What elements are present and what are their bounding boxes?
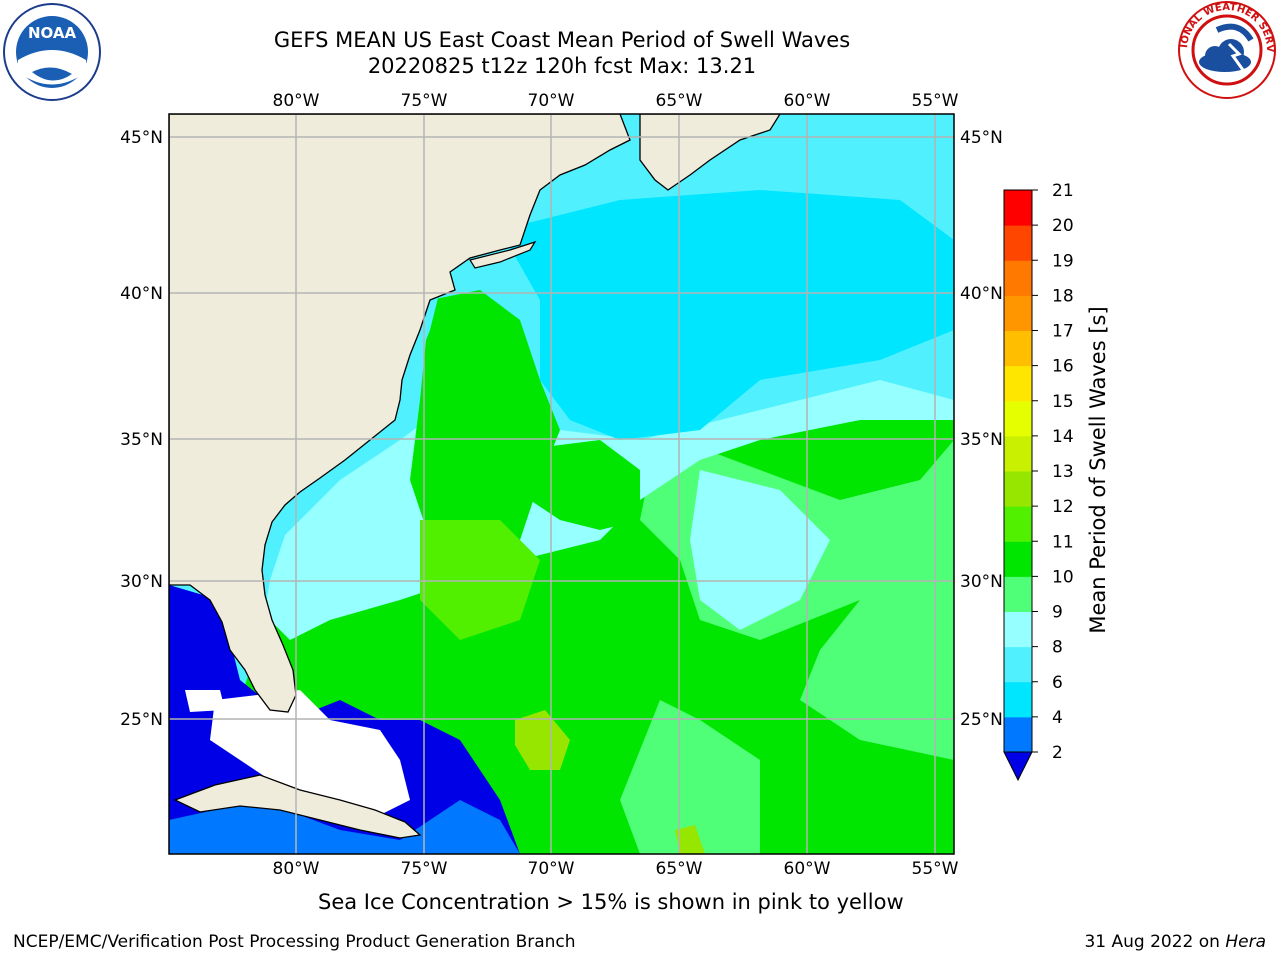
nws-logo: NATIONAL WEATHER SERVICE [1177, 0, 1276, 99]
colorbar-tick-label: 19 [1052, 251, 1074, 271]
swell-zone-4-6-northeast [500, 190, 954, 440]
lon-label-bottom: 55°W [912, 859, 959, 879]
colorbar-bin [1004, 400, 1032, 437]
colorbar-bin [1004, 295, 1032, 331]
colorbar-extend-arrow [1003, 751, 1033, 782]
lat-label-right: 45°N [960, 128, 1003, 148]
lat-label-left: 25°N [120, 710, 163, 730]
lon-label-bottom: 80°W [273, 859, 320, 879]
colorbar-tick-label: 18 [1052, 286, 1074, 306]
colorbar-tick-label: 16 [1052, 357, 1074, 377]
noaa-logo-text: NOAA [28, 24, 77, 42]
chart-subtitle: 20220825 t12z 120h fcst Max: 13.21 [367, 54, 757, 78]
colorbar-bin [1004, 225, 1032, 261]
lat-label-left: 35°N [120, 430, 163, 450]
colorbar-bin [1004, 365, 1032, 402]
lat-label-right: 35°N [960, 430, 1003, 450]
swell-zone-10-11-central [520, 440, 640, 530]
land-us-east-coast [169, 114, 631, 713]
no-data-mask-florida-strait [185, 690, 225, 712]
colorbar-tick-label: 11 [1052, 532, 1074, 552]
footer-date-text: 31 Aug 2022 on [1084, 932, 1226, 952]
lon-label-bottom: 65°W [656, 859, 703, 879]
colorbar-tick-label: 8 [1052, 638, 1063, 658]
lon-label-bottom: 70°W [528, 859, 575, 879]
lat-label-right: 25°N [960, 710, 1003, 730]
colorbar-tick-label: 20 [1052, 216, 1074, 236]
lat-label-right: 40°N [960, 284, 1003, 304]
colorbar-bin [1004, 611, 1032, 648]
colorbar-bin [1004, 190, 1032, 226]
no-data-mask-bahamas [210, 690, 410, 820]
lon-label-top: 65°W [656, 91, 703, 111]
colorbar-bin [1004, 541, 1032, 577]
colorbar-bin [1004, 506, 1032, 542]
swell-zone-4-6-caribbean [169, 800, 520, 854]
colorbar-tick-label: 9 [1052, 603, 1063, 623]
colorbar-bin [1004, 260, 1032, 296]
lat-label-left: 30°N [120, 572, 163, 592]
land-cuba [173, 774, 422, 839]
land-long-island [469, 240, 537, 269]
swell-zone-9-10-south [620, 700, 760, 854]
colorbar-bin [1004, 576, 1032, 612]
colorbar-tick-label: 14 [1052, 427, 1074, 447]
land-nova-scotia [639, 114, 781, 191]
swell-zone-12-13-south [675, 825, 705, 854]
colorbar-label: Mean Period of Swell Waves [s] [1086, 306, 1110, 633]
colorbar-tick-label: 13 [1052, 462, 1074, 482]
lat-label-right: 30°N [960, 572, 1003, 592]
lon-labels-top: 80°W 75°W 70°W 65°W 60°W 55°W [273, 91, 959, 111]
colorbar-tick-label: 15 [1052, 392, 1074, 412]
chart-title: GEFS MEAN US East Coast Mean Period of S… [273, 28, 851, 52]
lon-label-top: 80°W [273, 91, 320, 111]
footer-credit: NCEP/EMC/Verification Post Processing Pr… [13, 932, 576, 952]
lat-label-left: 45°N [120, 128, 163, 148]
lon-label-bottom: 60°W [784, 859, 831, 879]
sea-ice-caption: Sea Ice Concentration > 15% is shown in … [318, 890, 904, 914]
lat-label-left: 40°N [120, 284, 163, 304]
swell-zone-8-9-east [690, 470, 830, 630]
swell-zone-11-12-patch [420, 520, 540, 640]
colorbar-bin [1004, 471, 1032, 507]
lon-labels-bottom: 80°W 75°W 70°W 65°W 60°W 55°W [273, 859, 959, 879]
map-plot-area [169, 114, 954, 854]
lon-label-top: 70°W [528, 91, 575, 111]
colorbar-tick-label: 12 [1052, 497, 1074, 517]
colorbar-tick-label: 4 [1052, 708, 1063, 728]
lat-labels-right: 45°N 40°N 35°N 30°N 25°N [960, 128, 1003, 730]
lon-label-top: 75°W [401, 91, 448, 111]
colorbar-bin [1004, 330, 1032, 367]
footer-host: Hera [1225, 932, 1266, 952]
colorbar-bin [1004, 646, 1032, 683]
map-frame [168, 113, 955, 855]
noaa-logo: NOAA [3, 3, 101, 101]
colorbar-bin [1004, 435, 1032, 472]
colorbar-bin [1004, 681, 1032, 718]
lat-labels-left: 45°N 40°N 35°N 30°N 25°N [120, 128, 163, 730]
swell-zone-10-11-nearshore [410, 290, 560, 560]
colorbar-tick-label: 2 [1052, 743, 1063, 763]
graticule [169, 114, 954, 854]
colorbar-tick-label: 10 [1052, 567, 1074, 587]
footer-date: 31 Aug 2022 on Hera [1084, 932, 1266, 952]
colorbar-tick-label: 6 [1052, 673, 1063, 693]
swell-zone-9-10-east [800, 560, 954, 760]
lon-label-bottom: 75°W [401, 859, 448, 879]
lon-label-top: 55°W [912, 91, 959, 111]
lon-label-top: 60°W [784, 91, 831, 111]
colorbar-bin [1004, 716, 1032, 753]
colorbar: 2 4 6 8 9 10 11 12 13 14 15 16 17 18 19 20 21 [1003, 181, 1074, 782]
swell-zone-12-13-max [515, 710, 570, 770]
colorbar-tick-label: 21 [1052, 181, 1074, 201]
colorbar-tick-label: 17 [1052, 322, 1074, 342]
